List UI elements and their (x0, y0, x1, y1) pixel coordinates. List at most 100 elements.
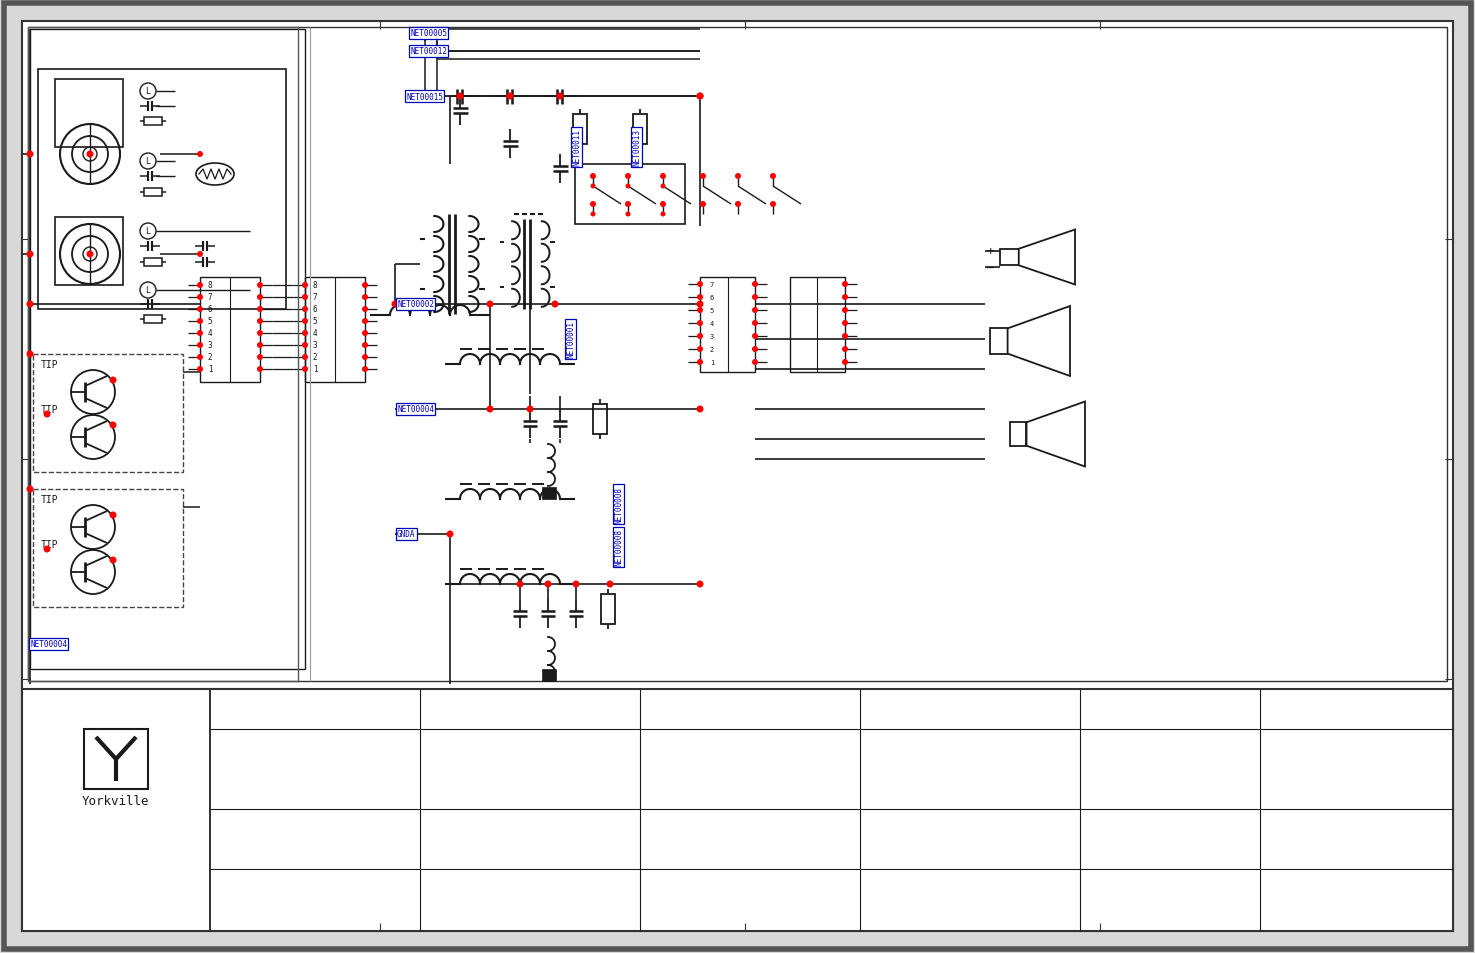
Text: 5: 5 (208, 317, 212, 326)
Circle shape (752, 334, 758, 339)
Text: TIP: TIP (41, 405, 59, 415)
Bar (28, 28, 298, 681)
Circle shape (487, 301, 494, 308)
Circle shape (198, 307, 204, 313)
Text: NET00008: NET00008 (614, 529, 622, 566)
Bar (593, 405, 608, 435)
Circle shape (257, 343, 263, 349)
Circle shape (302, 294, 308, 301)
Text: −: − (985, 261, 994, 274)
Circle shape (701, 173, 707, 180)
Circle shape (447, 531, 453, 537)
Text: L: L (146, 227, 150, 236)
Text: 3: 3 (313, 341, 317, 350)
Text: 4: 4 (208, 329, 212, 338)
Circle shape (590, 213, 596, 217)
Polygon shape (1007, 307, 1069, 376)
Circle shape (198, 283, 204, 289)
Circle shape (752, 282, 758, 288)
Circle shape (302, 343, 308, 349)
Bar (32, 490, 183, 607)
Text: NET00013: NET00013 (631, 130, 642, 167)
Circle shape (391, 301, 398, 308)
Circle shape (257, 307, 263, 313)
Circle shape (625, 202, 631, 208)
Text: 2: 2 (709, 347, 714, 353)
Circle shape (556, 93, 563, 100)
Text: 7: 7 (313, 294, 317, 302)
Circle shape (43, 411, 50, 418)
Circle shape (698, 282, 704, 288)
Text: 1: 1 (208, 365, 212, 375)
Text: 2: 2 (208, 354, 212, 362)
Circle shape (661, 213, 665, 217)
Bar (55, 80, 122, 148)
Text: 6: 6 (313, 305, 317, 314)
Circle shape (552, 301, 559, 308)
Text: Yorkville: Yorkville (83, 795, 150, 807)
Circle shape (842, 359, 848, 366)
Circle shape (506, 93, 513, 100)
Circle shape (456, 93, 463, 100)
Circle shape (257, 283, 263, 289)
Circle shape (257, 294, 263, 301)
Bar (55, 218, 122, 286)
Bar (1010, 423, 1027, 446)
Bar (22, 689, 209, 931)
Text: GNDA: GNDA (397, 530, 416, 539)
Text: 6: 6 (208, 305, 212, 314)
Bar (572, 115, 587, 145)
Bar (22, 689, 1453, 931)
Circle shape (842, 347, 848, 353)
Text: NET00004: NET00004 (397, 405, 434, 414)
Bar (145, 189, 162, 196)
Circle shape (27, 252, 34, 258)
Circle shape (87, 252, 93, 258)
Circle shape (109, 377, 117, 384)
Text: 3: 3 (709, 334, 714, 339)
Circle shape (698, 320, 704, 327)
Bar (990, 329, 1007, 355)
Text: 1: 1 (313, 365, 317, 375)
Bar (145, 315, 162, 324)
Text: 4: 4 (313, 329, 317, 338)
Circle shape (361, 283, 367, 289)
Ellipse shape (196, 164, 235, 186)
Circle shape (752, 320, 758, 327)
Text: 6: 6 (709, 294, 714, 301)
Bar (575, 165, 684, 225)
Bar (633, 115, 648, 145)
Text: TIP: TIP (41, 359, 59, 370)
Circle shape (27, 152, 34, 158)
Circle shape (361, 355, 367, 360)
Text: 7: 7 (208, 294, 212, 302)
Circle shape (842, 320, 848, 327)
Circle shape (198, 294, 204, 301)
Text: NET00012: NET00012 (410, 48, 447, 56)
Circle shape (842, 282, 848, 288)
Text: L: L (146, 157, 150, 167)
Text: L: L (146, 88, 150, 96)
Circle shape (527, 406, 534, 413)
Circle shape (770, 202, 776, 208)
Text: TIP: TIP (41, 539, 59, 550)
Circle shape (698, 347, 704, 353)
Circle shape (590, 202, 596, 208)
Circle shape (544, 581, 552, 588)
Circle shape (198, 252, 204, 257)
Circle shape (302, 367, 308, 373)
Circle shape (770, 173, 776, 180)
Circle shape (735, 173, 740, 180)
Circle shape (302, 355, 308, 360)
Circle shape (257, 318, 263, 325)
Circle shape (361, 318, 367, 325)
Circle shape (257, 331, 263, 336)
Circle shape (698, 308, 704, 314)
Bar (145, 258, 162, 267)
Text: +: + (987, 245, 994, 258)
Text: 1: 1 (709, 359, 714, 366)
Circle shape (842, 294, 848, 301)
Circle shape (625, 213, 630, 217)
Text: NET00008: NET00008 (614, 486, 622, 523)
Circle shape (257, 355, 263, 360)
